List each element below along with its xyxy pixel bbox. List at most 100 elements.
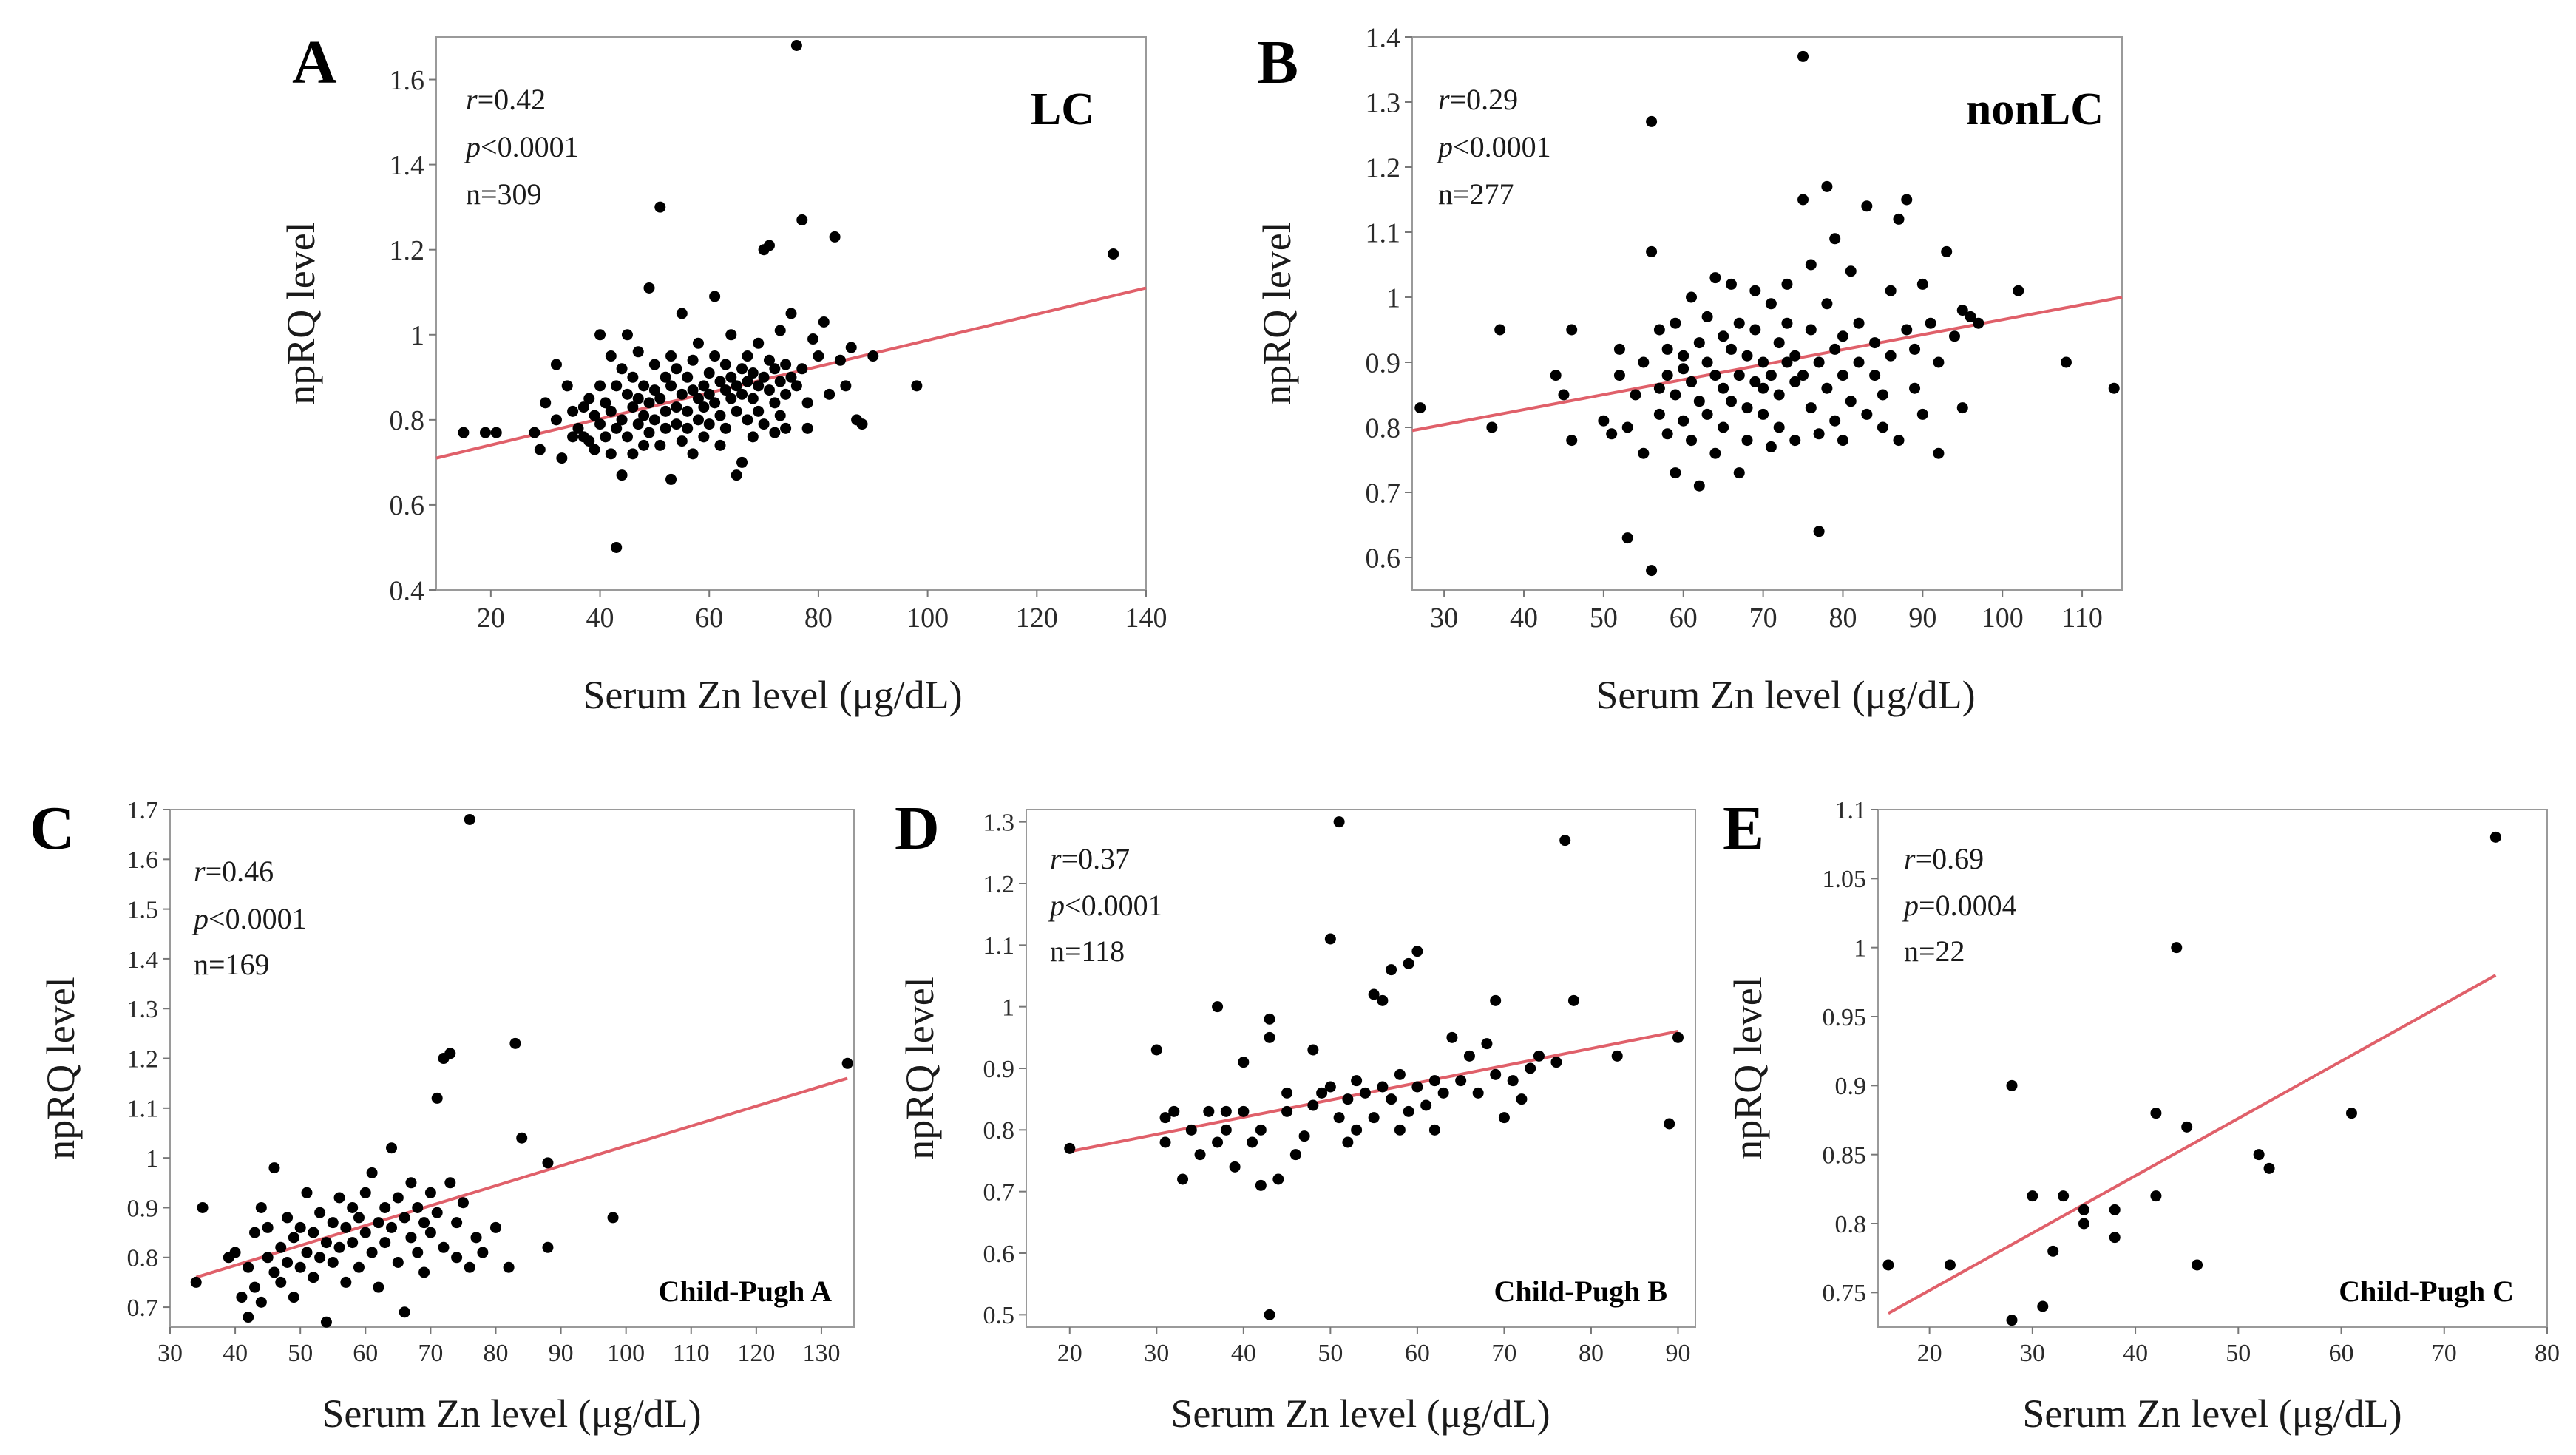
data-point bbox=[600, 431, 611, 443]
y-tick-label: 0.6 bbox=[1366, 543, 1401, 574]
data-point bbox=[275, 1276, 287, 1288]
data-point bbox=[1486, 421, 1498, 433]
data-point bbox=[2150, 1108, 2162, 1119]
data-point bbox=[1414, 402, 1426, 414]
x-axis-title-b: Serum Zn level (μg/dL) bbox=[1596, 673, 1975, 717]
data-point bbox=[594, 418, 606, 430]
stat-p-b: p<0.0001 bbox=[1436, 130, 1551, 163]
data-point bbox=[229, 1247, 241, 1258]
data-point bbox=[1567, 994, 1579, 1006]
data-point bbox=[1630, 389, 1641, 401]
data-point bbox=[1773, 389, 1785, 401]
data-point bbox=[294, 1221, 306, 1233]
data-point bbox=[1613, 343, 1625, 355]
data-point bbox=[1661, 428, 1673, 440]
data-point bbox=[719, 422, 731, 434]
group-label-d: Child-Pugh B bbox=[1494, 1275, 1667, 1308]
x-ticks-e: 20 30 40 50 60 70 80 bbox=[1917, 1327, 2560, 1367]
points-e bbox=[1882, 831, 2501, 1326]
data-point bbox=[1718, 382, 1729, 394]
y-tick-label: 0.85 bbox=[1823, 1142, 1867, 1170]
data-point bbox=[742, 350, 753, 362]
data-point bbox=[1428, 1075, 1440, 1087]
data-point bbox=[742, 376, 753, 387]
data-point bbox=[320, 1237, 332, 1249]
data-point bbox=[1566, 324, 1578, 336]
data-point bbox=[1525, 1062, 1536, 1074]
y-ticks-a: 0.4 0.6 0.8 1 1.2 1.4 1.6 bbox=[390, 65, 436, 606]
data-point bbox=[611, 541, 623, 553]
data-point bbox=[1821, 180, 1833, 192]
data-point bbox=[1463, 1050, 1475, 1062]
data-point bbox=[725, 371, 737, 383]
data-point bbox=[477, 1247, 489, 1258]
data-point bbox=[824, 388, 835, 400]
data-point bbox=[1869, 370, 1881, 381]
y-tick-label: 0.7 bbox=[1366, 478, 1401, 509]
x-tick-label: 40 bbox=[1231, 1340, 1256, 1367]
data-point bbox=[1797, 370, 1809, 381]
stat-p-c: p<0.0001 bbox=[191, 902, 307, 935]
stat-r-c: r=0.46 bbox=[194, 855, 274, 888]
data-point bbox=[1718, 330, 1729, 342]
data-point bbox=[1289, 1149, 1301, 1161]
data-point bbox=[638, 439, 650, 451]
data-point bbox=[1333, 816, 1345, 828]
data-point bbox=[676, 435, 688, 447]
y-tick-label: 1.5 bbox=[127, 897, 159, 924]
data-point bbox=[1941, 245, 1953, 257]
data-point bbox=[1670, 467, 1681, 479]
data-point bbox=[1869, 337, 1881, 349]
data-point bbox=[1837, 370, 1848, 381]
data-point bbox=[340, 1276, 352, 1288]
fit-line-d bbox=[1069, 1030, 1678, 1153]
x-axis-title-a: Serum Zn level (μg/dL) bbox=[583, 673, 962, 717]
data-point bbox=[1264, 1309, 1275, 1320]
data-point bbox=[550, 359, 562, 370]
data-point bbox=[807, 333, 819, 345]
data-point bbox=[660, 422, 671, 434]
y-ticks-b: 0.6 0.7 0.8 0.9 1 1.1 1.2 1.3 1.4 bbox=[1366, 22, 1412, 574]
data-point bbox=[1773, 421, 1785, 433]
y-tick-label: 0.5 bbox=[983, 1302, 1015, 1329]
data-point bbox=[731, 469, 742, 481]
data-point bbox=[1646, 245, 1658, 257]
data-point bbox=[197, 1201, 209, 1213]
data-point bbox=[1272, 1173, 1284, 1185]
data-point bbox=[282, 1257, 294, 1268]
data-point bbox=[556, 452, 568, 464]
data-point bbox=[632, 418, 644, 430]
group-label-a: LC bbox=[1031, 84, 1094, 135]
data-point bbox=[243, 1312, 254, 1323]
y-tick-label: 0.9 bbox=[127, 1195, 159, 1222]
data-point bbox=[714, 376, 726, 387]
x-tick-label: 60 bbox=[353, 1340, 378, 1367]
x-ticks-c: 30 40 50 60 70 80 90 100 110 120 130 bbox=[157, 1327, 840, 1367]
data-point bbox=[1606, 428, 1618, 440]
data-point bbox=[801, 397, 813, 409]
data-point bbox=[282, 1212, 294, 1224]
data-point bbox=[542, 1157, 554, 1169]
data-point bbox=[1885, 350, 1897, 362]
data-point bbox=[703, 367, 715, 379]
x-tick-label: 50 bbox=[1318, 1340, 1343, 1367]
data-point bbox=[1177, 1173, 1189, 1185]
data-point bbox=[470, 1232, 482, 1244]
y-axis-title-c: npRQ level bbox=[38, 977, 83, 1159]
y-tick-label: 0.8 bbox=[390, 405, 425, 436]
y-tick-label: 0.8 bbox=[1835, 1211, 1867, 1238]
points-b bbox=[1414, 50, 2120, 577]
data-point bbox=[692, 414, 704, 426]
data-point bbox=[379, 1201, 391, 1213]
data-point bbox=[399, 1306, 410, 1318]
y-tick-label: 1.6 bbox=[127, 847, 159, 874]
x-tick-label: 80 bbox=[483, 1340, 508, 1367]
data-point bbox=[1853, 356, 1865, 368]
data-point bbox=[682, 405, 694, 417]
x-tick-label: 40 bbox=[1510, 603, 1538, 634]
y-tick-label: 1 bbox=[1386, 282, 1400, 313]
data-point bbox=[758, 371, 770, 383]
data-point bbox=[1368, 988, 1380, 1000]
data-point bbox=[542, 1241, 554, 1253]
data-point bbox=[607, 1212, 619, 1224]
